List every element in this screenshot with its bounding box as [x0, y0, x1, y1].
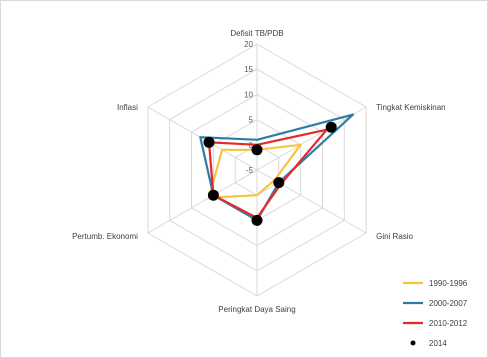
series-point — [207, 189, 219, 201]
axis-label: Pertumb. Ekonomi — [72, 232, 138, 241]
axis-label: Gini Rasio — [376, 232, 413, 241]
series-line — [207, 128, 328, 219]
radar-spoke — [256, 106, 367, 171]
series-point — [325, 121, 337, 133]
series-line — [207, 143, 302, 199]
r-tick-label: 10 — [244, 90, 253, 99]
r-tick-label: 15 — [244, 65, 253, 74]
r-tick-label: 20 — [244, 40, 253, 49]
series-layer — [199, 113, 355, 226]
legend: 1990-1996 2000-2007 2010-2012 2014 — [403, 279, 468, 348]
series-point — [251, 214, 263, 226]
series-point — [273, 177, 285, 189]
series-point — [251, 144, 263, 156]
axis-label: Defisit TB/PDB — [230, 29, 283, 38]
legend-marker — [410, 340, 416, 346]
radar-spoke — [147, 169, 258, 234]
legend-label: 1990-1996 — [429, 279, 468, 288]
radar-spoke — [147, 106, 258, 171]
legend-label: 2000-2007 — [429, 299, 468, 308]
axis-label: Peringkat Daya Saing — [218, 305, 295, 314]
axis-label: Tingkat Kemiskinan — [376, 103, 446, 112]
axis-label: Inflasi — [117, 103, 138, 112]
legend-label: 2010-2012 — [429, 319, 468, 328]
r-tick-label: 5 — [249, 116, 254, 125]
radar-spoke — [256, 169, 367, 234]
series-point — [203, 136, 215, 148]
axis-labels: Defisit TB/PDB Tingkat Kemiskinan Gini Ras… — [72, 29, 446, 314]
radar-spokes — [147, 44, 367, 296]
legend-label: 2014 — [429, 339, 447, 348]
r-tick-label: -5 — [246, 166, 254, 175]
